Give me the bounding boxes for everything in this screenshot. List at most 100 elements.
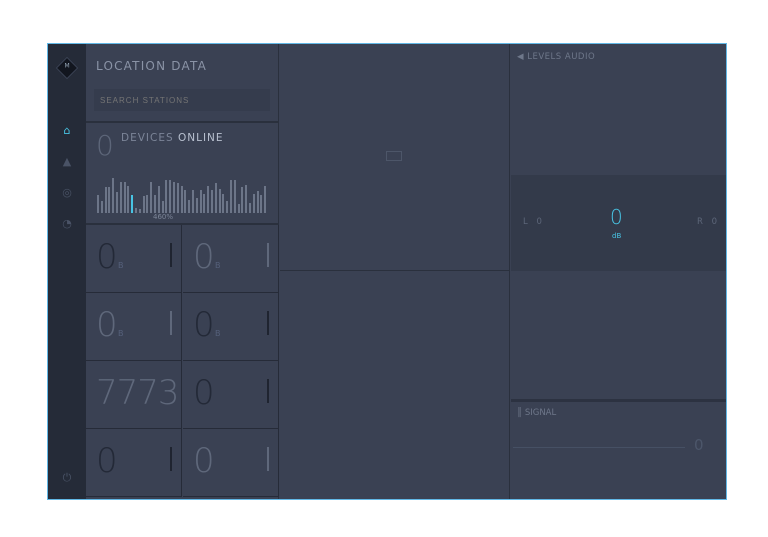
device-bar [188,200,191,213]
audio-meter: L 0 0 dB R 0 [511,175,726,271]
device-bar [119,182,122,213]
stat-cell: 0 [183,429,279,497]
signal-panel: ║ SIGNAL 0 [511,399,726,499]
stat-cell: 0 [86,429,182,497]
device-bar [237,204,240,213]
device-bar [222,193,225,213]
device-bar [131,195,134,213]
device-bar [226,201,229,213]
device-bar [100,201,103,213]
devices-label-b: ONLINE [177,132,224,144]
stat-indicator [170,311,172,335]
signal-value: 0 [694,436,704,454]
stat-unit: B [118,329,124,338]
stat-indicator [267,311,269,335]
db-unit: dB [612,232,622,240]
device-bar [97,195,99,213]
device-bar [249,202,251,213]
device-bar [218,188,221,213]
device-bar [203,193,206,213]
speaker-icon: ◀ [517,52,525,62]
device-bar [150,182,153,213]
device-bar [260,195,263,213]
device-bar [165,179,168,213]
device-bar [199,189,202,213]
sidebar: M ⌂ ▲ ◎ ◔ ⏻ [48,44,86,499]
stat-indicator [267,243,269,267]
device-bar [184,189,187,213]
device-bar [161,201,164,213]
device-bar [241,187,244,213]
device-bar [245,184,248,213]
stat-unit: B [215,329,221,338]
stat-value: 0 [96,441,118,481]
stat-indicator [267,447,269,471]
rocket-icon[interactable]: ▲ [62,155,72,168]
device-bar [142,196,145,213]
device-bar [135,207,137,213]
audio-panel: ◀ LEVELS AUDIO L 0 0 dB R 0 ║ SIGNAL 0 [511,44,726,499]
stat-unit: B [118,261,124,270]
device-bar [169,179,172,213]
stat-value: 0 [96,305,118,345]
left-level: L 0 [523,217,545,227]
power-icon[interactable]: ⏻ [62,471,72,484]
devices-bar-chart [97,173,269,213]
stat-cell: 0 [183,361,279,429]
device-bar [108,187,111,213]
device-bar [116,192,118,213]
stat-value: 0 [193,237,215,277]
stat-value: 0 [193,305,215,345]
device-bar [138,209,141,213]
location-panel: LOCATION DATA 0 DEVICES ONLINE 460% 0B0B… [86,44,279,499]
db-value: 0 [610,205,623,229]
devices-count: 0 [96,129,114,162]
levels-audio-title: LEVELS AUDIO [527,52,596,62]
device-bar [173,182,175,213]
levels-audio-header: ◀ LEVELS AUDIO [517,52,595,62]
map-top [280,44,510,271]
device-bar [180,186,183,213]
device-bar [252,193,255,213]
device-bar [207,186,210,213]
right-level: R 0 [697,217,721,227]
devices-label: DEVICES ONLINE [121,132,224,144]
stat-indicator [170,243,172,267]
stat-unit: B [215,261,221,270]
device-bar [157,186,160,213]
stat-value: 0 [193,441,215,481]
device-bar [123,182,126,213]
stat-indicator [267,379,269,403]
device-bar [195,197,198,213]
stat-value: 7773 [96,373,180,413]
device-bar [256,191,259,213]
device-bar [211,189,213,213]
logo[interactable]: M [55,56,79,80]
image-placeholder-icon [386,151,402,161]
map-panel [280,44,510,499]
device-bar [127,186,130,213]
device-bar [233,179,236,213]
device-bar [264,186,267,213]
stat-cell: 7773 [86,361,182,429]
highlight-label: 460% [153,213,174,221]
device-bar [214,183,217,213]
devices-online-panel: 0 DEVICES ONLINE 460% [86,121,279,225]
signal-wave-icon: ║ [517,408,523,418]
gauge-icon[interactable]: ◔ [62,217,72,230]
search-input[interactable] [94,89,270,111]
fingerprint-icon[interactable]: ◎ [62,186,72,199]
device-bar [146,195,149,213]
device-bar [230,179,232,213]
logo-text: M [64,62,70,70]
stat-indicator [170,447,172,471]
home-icon[interactable]: ⌂ [63,124,71,137]
device-bar [176,183,179,213]
device-bar [154,195,156,213]
signal-header: ║ SIGNAL [517,408,556,418]
device-bar [104,187,107,213]
